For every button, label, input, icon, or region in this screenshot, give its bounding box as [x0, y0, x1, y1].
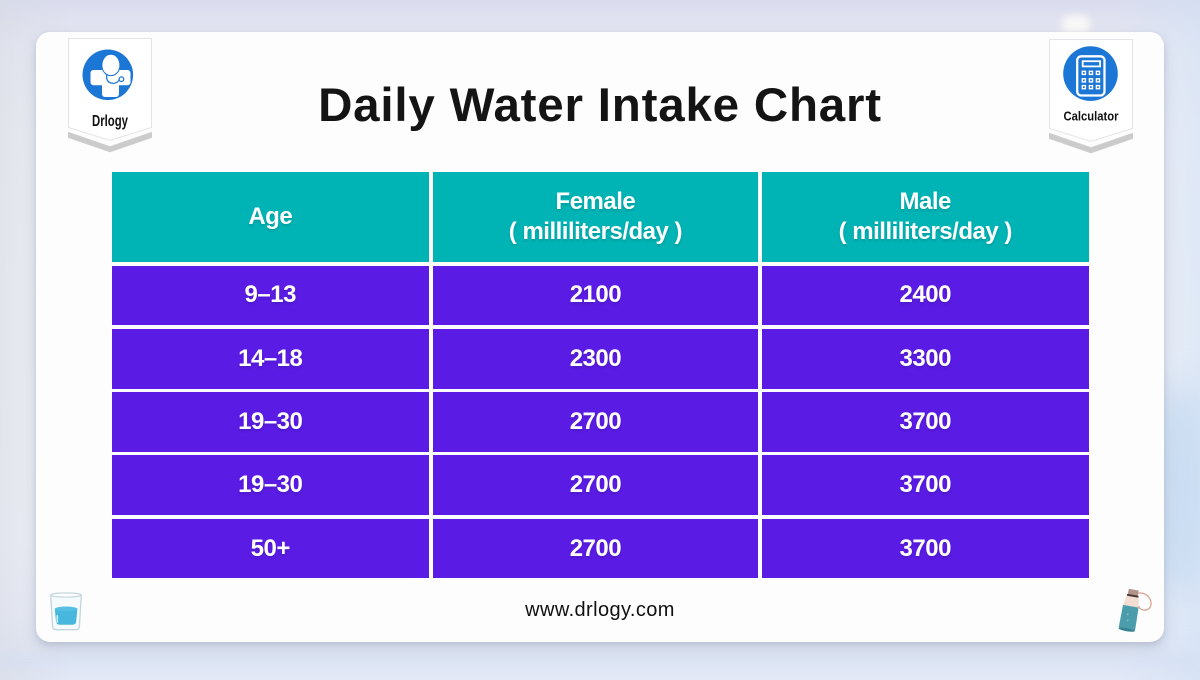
svg-text:Drlogy: Drlogy	[92, 113, 128, 130]
svg-text:Calculator: Calculator	[1064, 109, 1119, 123]
